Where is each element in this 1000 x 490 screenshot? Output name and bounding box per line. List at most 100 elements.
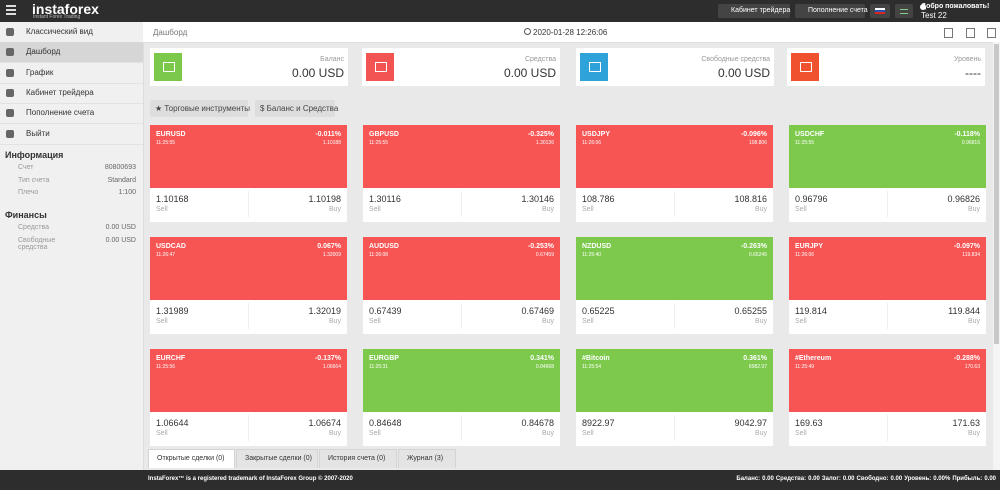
stat-label: Баланс (320, 56, 344, 63)
tab[interactable]: $ Баланс и Средства (255, 100, 338, 117)
time: 11:25:54 (582, 364, 602, 370)
instrument-card[interactable]: USDCHF -0.118% 11:25:55 0.96816 0.96796 0.968… (789, 125, 986, 222)
breadcrumb-bar (143, 22, 1000, 43)
tab[interactable]: ★ Торговые инструменты (150, 100, 250, 117)
instrument-card[interactable]: EURJPY -0.097% 11:26:06 119.834 119.814 119.8… (789, 237, 986, 334)
instrument-card[interactable]: #Ethereum -0.288% 11:25:49 170.63 169.63 171.… (789, 349, 986, 446)
change: 0.341% (530, 355, 554, 362)
divider (674, 415, 675, 441)
info-value: 0.00 USD (105, 224, 136, 231)
instrument-card[interactable]: GBPUSD -0.325% 11:25:55 1.30136 1.30116 1.301… (363, 125, 560, 222)
time: 11:25:55 (369, 140, 389, 146)
change: -0.118% (954, 131, 980, 138)
price: 108.806 (748, 140, 767, 146)
toolbar-icon[interactable] (987, 28, 996, 38)
datetime: 2020-01-28 12:26:06 (533, 28, 608, 37)
summary-label: Залог: (821, 476, 841, 482)
symbol: GBPUSD (369, 131, 399, 138)
stat-icon (154, 53, 182, 81)
copyright: InstaForex™ is a registered trademark of… (148, 476, 353, 482)
header-button[interactable]: Пополнение счета (795, 4, 868, 18)
ask: 0.84678 (521, 418, 554, 428)
menu-item[interactable]: Дашборд (0, 42, 143, 64)
ask-label: Buy (541, 430, 554, 437)
section-title: Информация (5, 150, 64, 160)
instrument-card[interactable]: #Bitcoin 0.361% 11:25:54 8982.97 8922.97 9042… (576, 349, 773, 446)
flag-stripes (875, 8, 885, 14)
instrument-card[interactable]: NZDUSD -0.263% 11:25:40 0.65245 0.65225 0.652… (576, 237, 773, 334)
menu-item[interactable]: Выйти (0, 124, 143, 145)
menu-label: Дашборд (26, 47, 61, 57)
ask-label: Buy (967, 318, 980, 325)
bid-label: Sell (795, 430, 807, 437)
bottom-tab-label: Журнал (3) (407, 455, 444, 462)
time: 11:25:31 (369, 364, 389, 370)
info-value: 80800693 (104, 164, 136, 171)
symbol: AUDUSD (369, 243, 399, 250)
symbol: EURCHF (156, 355, 186, 362)
symbol: EURUSD (156, 131, 186, 138)
bottom-tab[interactable]: Открытые сделки (0) (148, 449, 235, 468)
price: 1.32009 (322, 252, 341, 258)
instrument-card[interactable]: USDCAD 0.067% 11:26:47 1.32009 1.31989 1.3201… (150, 237, 347, 334)
divider (887, 303, 888, 329)
bid: 0.67439 (369, 306, 402, 316)
instrument-chart (150, 349, 347, 412)
change: -0.263% (740, 243, 767, 250)
menu-item[interactable]: Кабинет трейдера (0, 83, 143, 104)
price: 1.30136 (535, 140, 554, 146)
bid-label: Sell (582, 318, 594, 325)
instrument-chart (576, 349, 773, 412)
menu-icon (6, 28, 14, 36)
stat-glyph (375, 62, 387, 72)
stat-card: Свободные средства 0.00 USD (576, 48, 774, 86)
change: 0.067% (317, 243, 341, 250)
instrument-card[interactable]: USDJPY -0.096% 11:26:06 108.806 108.786 108.8… (576, 125, 773, 222)
instrument-card[interactable]: EURCHF -0.137% 11:25:56 1.06664 1.06644 1.066… (150, 349, 347, 446)
instrument-chart (789, 349, 986, 412)
summary-label: Баланс: (736, 476, 761, 482)
summary-value: 0.00 (808, 476, 820, 482)
instrument-chart (576, 237, 773, 300)
logo-tagline: Instant Forex Trading (33, 14, 81, 20)
info-label: Плечо (18, 189, 39, 196)
scrollbar (993, 42, 1000, 470)
price: 0.96816 (961, 140, 980, 146)
ask: 1.06674 (308, 418, 341, 428)
ask-label: Buy (328, 206, 341, 213)
toolbar-icon[interactable] (966, 28, 975, 38)
bottom-tab[interactable]: Журнал (3) (398, 449, 456, 468)
stat-glyph (800, 62, 812, 72)
ask-label: Buy (328, 430, 341, 437)
ask: 0.96826 (947, 194, 980, 204)
logo: instaforex (32, 1, 99, 17)
instrument-card[interactable]: EURGBP 0.341% 11:25:31 0.84668 0.84648 0.8467… (363, 349, 560, 446)
instrument-chart (576, 125, 773, 188)
divider (461, 415, 462, 441)
menu-item[interactable]: Пополнение счета (0, 103, 143, 125)
stat-icon (366, 53, 394, 81)
instrument-card[interactable]: EURUSD -0.011% 11:25:55 1.10188 1.10168 1.101… (150, 125, 347, 222)
symbol: EURGBP (369, 355, 399, 362)
ask-label: Buy (967, 430, 980, 437)
switch-button[interactable] (895, 4, 913, 18)
change: 0.361% (743, 355, 767, 362)
menu-item[interactable]: Классический вид (0, 22, 143, 43)
stat-value: ---- (965, 66, 981, 80)
bottom-tab[interactable]: Закрытые сделки (0) (236, 449, 318, 468)
toolbar-icon[interactable] (944, 28, 953, 38)
bottom-tab[interactable]: История счета (0) (319, 449, 397, 468)
breadcrumb: Дашборд (153, 28, 188, 37)
symbol: USDJPY (582, 131, 611, 138)
bid: 169.63 (795, 418, 823, 428)
symbol: EURJPY (795, 243, 824, 250)
ask: 1.10198 (308, 194, 341, 204)
info-label: Счет (18, 164, 34, 171)
menu-item[interactable]: График (0, 63, 143, 84)
divider (674, 191, 675, 217)
instrument-card[interactable]: AUDUSD -0.253% 11:26:08 0.67459 0.67439 0.674… (363, 237, 560, 334)
symbol: USDCHF (795, 131, 825, 138)
price: 170.63 (964, 364, 980, 370)
instrument-chart (363, 349, 560, 412)
header-button[interactable]: Кабинет трейдера (718, 4, 790, 18)
